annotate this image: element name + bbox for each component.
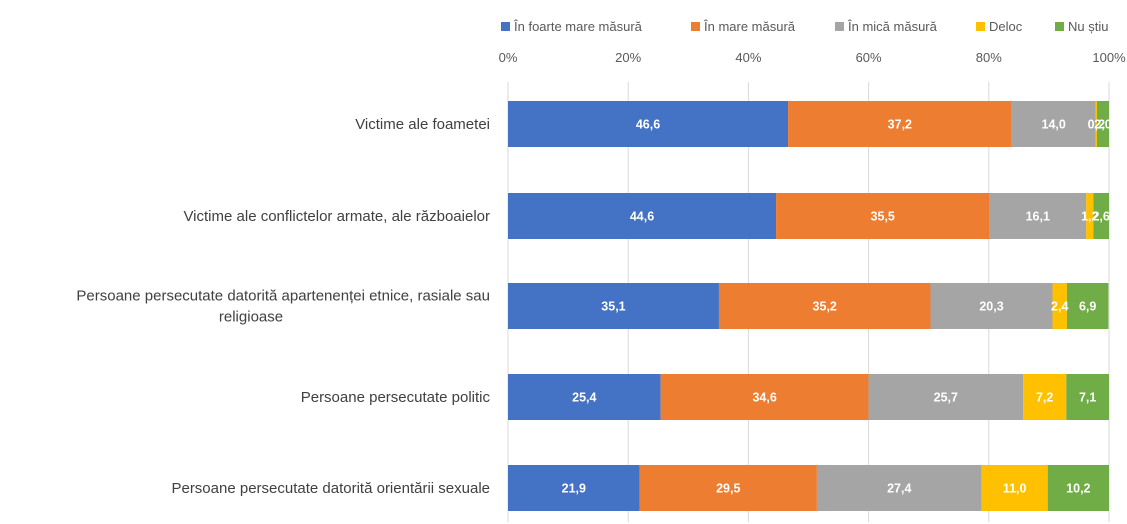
bar-segment [1096, 101, 1109, 147]
bar-segment [1086, 193, 1094, 239]
x-tick-label: 0% [499, 50, 518, 65]
data-label: 37,2 [888, 118, 912, 132]
bar-row: 46,6 37,2 14,0 0,22,0 [508, 101, 1112, 147]
bar-segment [788, 101, 1012, 147]
data-label: 2,0 [1094, 118, 1111, 132]
bar-segment [718, 283, 931, 329]
bar-segment [1023, 374, 1067, 420]
legend-swatch [501, 22, 510, 31]
data-label: 25,4 [572, 391, 596, 405]
bar-segment [1047, 465, 1109, 511]
legend-item: În foarte mare măsură [501, 19, 643, 34]
bar-segment [1052, 283, 1067, 329]
category-label: Victime ale conflictelor armate, ale răz… [183, 208, 490, 225]
legend-item: În mică măsură [835, 19, 938, 34]
data-label: 35,2 [813, 300, 837, 314]
data-label: 1,2 [1081, 210, 1098, 224]
legend-label: Nu știu [1068, 19, 1108, 34]
legend-swatch [835, 22, 844, 31]
x-tick-label: 20% [615, 50, 641, 65]
x-tick-label: 80% [976, 50, 1002, 65]
legend-swatch [1055, 22, 1064, 31]
data-label: 27,4 [887, 482, 911, 496]
data-label: 11,0 [1003, 482, 1027, 496]
bar-segment [989, 193, 1087, 239]
bar-segment [660, 374, 869, 420]
category-label: Persoane persecutate politic [301, 389, 491, 406]
data-label: 6,9 [1079, 300, 1096, 314]
data-label: 2,4 [1051, 300, 1068, 314]
bar-segment [1011, 101, 1096, 147]
data-label: 0,2 [1088, 118, 1105, 132]
legend-swatch [691, 22, 700, 31]
data-label: 10,2 [1066, 482, 1090, 496]
legend-label: În mică măsură [847, 19, 938, 34]
category-label: Persoane persecutate datorită orientării… [171, 480, 490, 497]
legend-swatch [976, 22, 985, 31]
bar-segment [508, 465, 640, 511]
bar-segment [508, 374, 661, 420]
data-label: 46,6 [636, 118, 660, 132]
bar-segment [930, 283, 1053, 329]
bar-segment [1066, 374, 1109, 420]
bar-segment [1095, 101, 1097, 147]
data-label: 2,6 [1092, 210, 1109, 224]
bar-segment [868, 374, 1024, 420]
legend-item: Deloc [976, 19, 1023, 34]
data-label: 21,9 [562, 482, 586, 496]
data-label: 35,5 [871, 210, 895, 224]
bar-segment [816, 465, 982, 511]
data-label: 7,1 [1079, 391, 1096, 405]
data-label: 25,7 [934, 391, 958, 405]
bar-segment [639, 465, 817, 511]
bar-row: 44,6 35,5 16,1 1,22,6 [508, 193, 1110, 239]
data-label: 34,6 [752, 391, 776, 405]
bar-segment [508, 101, 789, 147]
legend-item: În mare măsură [691, 19, 796, 34]
bar-row: 35,1 35,2 20,3 2,4 6,9 [508, 283, 1109, 329]
data-label: 29,5 [716, 482, 740, 496]
bar-segment [1066, 283, 1109, 329]
bar-segment [776, 193, 990, 239]
bar-row: 25,4 34,6 25,7 7,2 7,1 [508, 374, 1109, 420]
category-label: Persoane persecutate datorită apartenenț… [76, 288, 490, 305]
bar-segment [508, 193, 777, 239]
category-label: religioase [219, 309, 283, 326]
x-tick-label: 100% [1092, 50, 1126, 65]
category-label: Victime ale foametei [355, 116, 490, 133]
legend-label: Deloc [989, 19, 1023, 34]
data-label: 44,6 [630, 210, 654, 224]
bar-row: 21,9 29,5 27,4 11,0 10,2 [508, 465, 1109, 511]
data-label: 16,1 [1026, 210, 1050, 224]
x-tick-label: 40% [735, 50, 761, 65]
x-tick-label: 60% [856, 50, 882, 65]
legend-item: Nu știu [1055, 19, 1108, 34]
data-label: 14,0 [1042, 118, 1066, 132]
data-label: 20,3 [979, 300, 1003, 314]
legend-label: În mare măsură [703, 19, 796, 34]
data-label: 7,2 [1036, 391, 1053, 405]
bar-segment [1093, 193, 1109, 239]
data-label: 35,1 [601, 300, 625, 314]
bar-segment [981, 465, 1048, 511]
legend-label: În foarte mare măsură [513, 19, 643, 34]
bar-segment [508, 283, 719, 329]
